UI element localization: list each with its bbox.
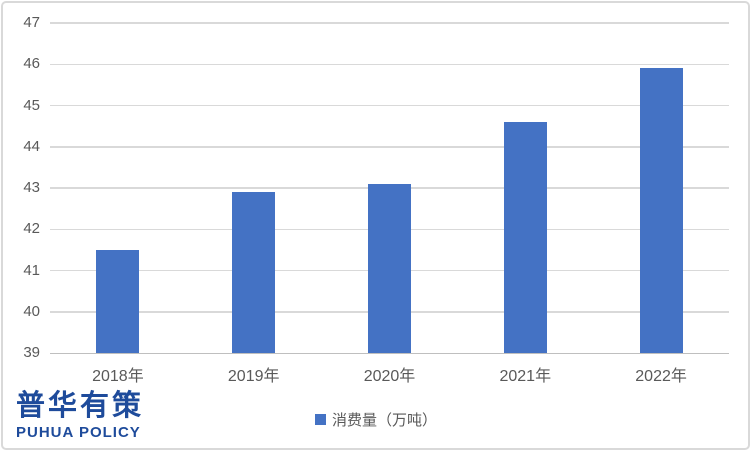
y-axis-tick-labels: 39 40 41 42 43 44 45 46 47: [0, 14, 40, 361]
brand-logo: 普华有策 PUHUA POLICY: [16, 390, 144, 442]
x-axis-tick-labels: 2018年 2019年 2020年 2021年 2022年: [50, 362, 729, 385]
logo-chinese-text: 普华有策: [16, 390, 145, 422]
y-tick-label-43: 43: [23, 179, 40, 196]
x-tick-label-2022年: 2022年: [635, 368, 687, 385]
x-tick-label-2021年: 2021年: [499, 368, 552, 385]
y-tick-label-40: 40: [23, 302, 40, 320]
x-tick-label-2020年: 2020年: [363, 368, 416, 385]
gridline-y-47: [50, 22, 729, 24]
gridline-y-46: [50, 63, 729, 65]
bar-2019年[interactable]: [232, 192, 276, 353]
x-tick-label-2019年: 2019年: [227, 368, 280, 385]
y-tick-label-45: 45: [23, 96, 40, 114]
bar-2018年[interactable]: [96, 249, 140, 353]
legend: 消费量（万吨）: [0, 409, 752, 430]
legend-series-label: 消费量（万吨）: [331, 412, 437, 429]
gridline-y-45: [50, 104, 729, 107]
y-tick-label-46: 46: [23, 55, 40, 73]
y-tick-label-39: 39: [23, 344, 40, 361]
logo-english-text: PUHUA POLICY: [16, 424, 141, 441]
plot-area: [50, 22, 729, 354]
bar-2020年[interactable]: [368, 183, 411, 353]
y-tick-label-41: 41: [23, 261, 40, 279]
y-tick-label-47: 47: [23, 14, 40, 31]
x-tick-label-2018年: 2018年: [92, 368, 144, 385]
legend-series-marker: [314, 414, 326, 425]
y-tick-label-44: 44: [23, 137, 40, 155]
x-axis-line: [50, 352, 729, 354]
bar-2021年[interactable]: [503, 122, 547, 353]
y-tick-label-42: 42: [23, 220, 40, 238]
gridline-y-44: [50, 146, 729, 148]
bar-2022年[interactable]: [639, 68, 683, 353]
